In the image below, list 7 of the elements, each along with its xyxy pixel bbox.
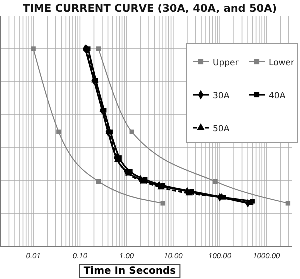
legend-label: Lower	[269, 58, 295, 68]
legend-label: Upper	[213, 58, 240, 68]
legend-label: 50A	[213, 124, 230, 134]
legend-label: 40A	[269, 92, 286, 102]
x-axis-title: Time In Seconds	[84, 266, 176, 277]
chart-title: TIME CURRENT CURVE (30A, 40A, and 50A)	[22, 3, 278, 15]
legend-label: 30A	[213, 92, 230, 102]
